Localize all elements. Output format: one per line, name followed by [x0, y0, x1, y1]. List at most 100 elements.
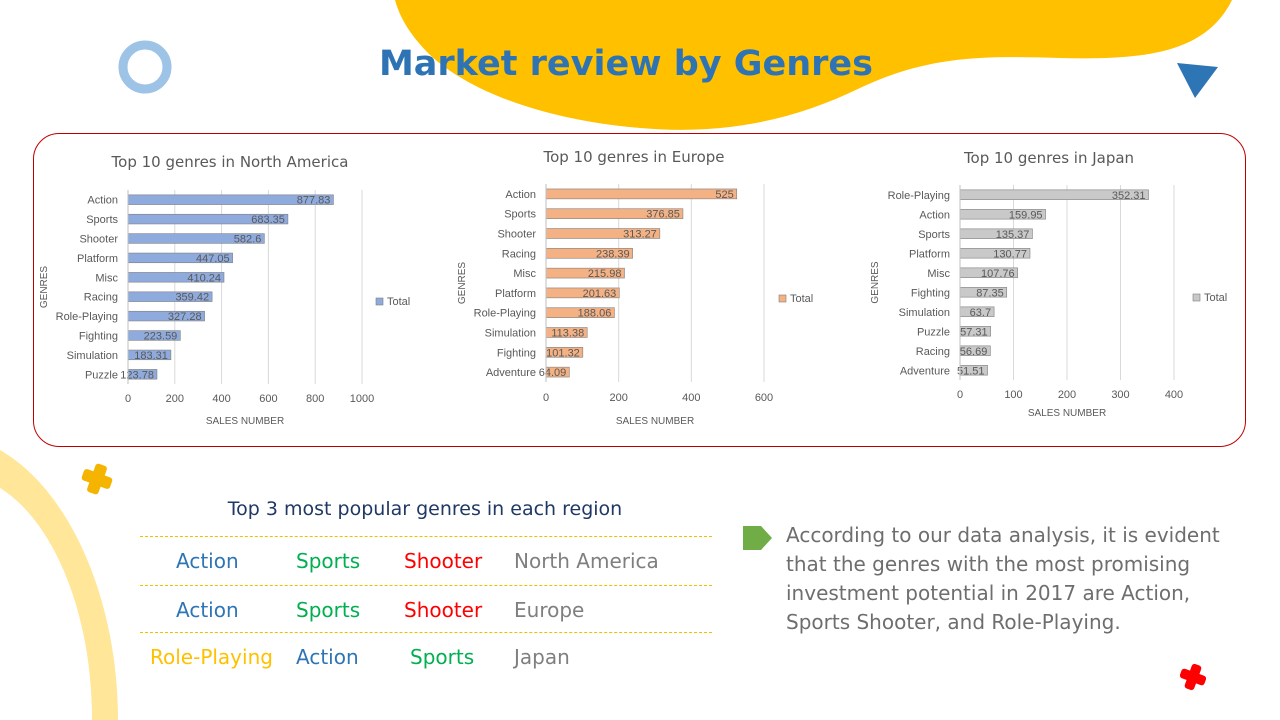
legend-swatch: [1192, 293, 1201, 302]
y-tick-label: Action: [919, 209, 950, 221]
region-name: Europe: [514, 598, 585, 622]
y-tick-label: Shooter: [497, 229, 536, 241]
data-label: 135.37: [996, 229, 1030, 241]
charts-frame: [33, 133, 1246, 447]
legend-label: Total: [387, 296, 410, 308]
genre-second: Action: [296, 645, 359, 669]
genre-first: Role-Playing: [150, 645, 273, 669]
y-tick-label: Platform: [909, 248, 950, 260]
data-label: 447.05: [196, 253, 230, 265]
data-label: 215.98: [588, 268, 622, 280]
circle-ring-icon: [118, 40, 172, 94]
genre-third: Shooter: [404, 598, 483, 622]
x-tick-label: 400: [1165, 389, 1183, 401]
y-tick-label: Platform: [495, 288, 536, 300]
charts-canvas: Top 10 genres in North America 0 200 400 600…: [39, 148, 1227, 427]
genre-third: Shooter: [404, 549, 483, 573]
x-tick-label: 0: [125, 393, 131, 405]
x-tick-label: 1000: [350, 393, 374, 405]
blue-triangle-icon: [1177, 63, 1218, 98]
chart-title: Top 10 genres in North America: [111, 153, 349, 171]
data-label: 64.09: [539, 367, 567, 379]
x-tick-label: 200: [609, 392, 627, 404]
data-label: 410.24: [187, 272, 221, 284]
red-cross-icon: [1179, 663, 1207, 691]
y-tick-label: Simulation: [67, 350, 118, 362]
yellow-blob-decoration: [395, 0, 1232, 130]
genre-first: Action: [176, 598, 239, 622]
y-tick-label: Fighting: [79, 331, 118, 343]
page-title: Market review by Genres: [378, 44, 874, 84]
y-tick-label: Misc: [927, 268, 950, 280]
y-tick-label: Action: [505, 189, 536, 201]
y-tick-label: Racing: [916, 346, 950, 358]
y-tick-label: Action: [87, 195, 118, 207]
data-label: 63.7: [970, 307, 991, 319]
x-tick-label: 200: [166, 393, 184, 405]
data-label: 327.28: [168, 311, 202, 323]
data-label: 359.42: [175, 292, 209, 304]
y-tick-label: Misc: [513, 268, 536, 280]
y-tick-label: Sports: [918, 229, 950, 241]
table-row: Role-Playing Action Sports Japan: [140, 632, 712, 679]
data-label: 56.69: [960, 346, 988, 358]
data-label: 525: [715, 189, 733, 201]
data-label: 201.63: [583, 288, 617, 300]
y-tick-label: Simulation: [899, 307, 950, 319]
x-axis-label: SALES NUMBER: [616, 416, 694, 427]
y-tick-label: Adventure: [900, 365, 950, 377]
green-arrow-icon: [743, 526, 772, 550]
x-tick-label: 600: [755, 392, 773, 404]
y-tick-label: Fighting: [911, 287, 950, 299]
table-row: Action Sports Shooter North America: [140, 536, 712, 583]
left-arc-decoration: [0, 450, 118, 720]
chart-title: Top 10 genres in Japan: [963, 149, 1134, 167]
y-tick-label: Shooter: [79, 234, 118, 246]
data-label: 877.83: [297, 195, 331, 207]
yellow-cross-icon: [81, 463, 113, 495]
y-tick-label: Sports: [504, 209, 536, 221]
y-axis-label: GENRES: [457, 262, 468, 305]
y-axis-label: GENRES: [870, 261, 881, 304]
y-tick-label: Simulation: [485, 328, 536, 340]
y-tick-label: Fighting: [497, 347, 536, 359]
bar: [545, 188, 738, 200]
data-label: 183.31: [134, 350, 168, 362]
y-tick-label: Role-Playing: [56, 311, 118, 323]
data-label: 107.76: [981, 268, 1015, 280]
genre-second: Sports: [296, 598, 361, 622]
x-tick-label: 0: [957, 389, 963, 401]
y-tick-label: Platform: [77, 253, 118, 265]
x-tick-label: 300: [1111, 389, 1129, 401]
data-label: 582.6: [234, 234, 262, 246]
data-label: 57.31: [960, 326, 988, 338]
genre-first: Action: [176, 549, 239, 573]
y-tick-label: Role-Playing: [888, 190, 950, 202]
top3-table-title: Top 3 most popular genres in each region: [227, 498, 623, 520]
x-tick-label: 0: [543, 392, 549, 404]
chart-title: Top 10 genres in Europe: [542, 148, 724, 166]
region-name: North America: [514, 549, 659, 573]
conclusion-text: According to our data analysis, it is ev…: [786, 523, 1220, 634]
y-tick-label: Role-Playing: [474, 308, 536, 320]
data-label: 238.39: [596, 248, 630, 260]
y-tick-label: Misc: [95, 272, 118, 284]
legend-label: Total: [790, 293, 813, 305]
x-tick-label: 800: [306, 393, 324, 405]
data-label: 188.06: [578, 308, 612, 320]
y-tick-label: Adventure: [486, 367, 536, 379]
data-label: 123.78: [120, 369, 154, 381]
data-label: 313.27: [623, 229, 657, 241]
y-tick-label: Racing: [502, 248, 536, 260]
legend-label: Total: [1204, 292, 1227, 304]
genre-third: Sports: [410, 645, 475, 669]
x-tick-label: 400: [682, 392, 700, 404]
data-label: 130.77: [993, 248, 1027, 260]
region-name: Japan: [514, 645, 570, 669]
table-row: Action Sports Shooter Europe: [140, 585, 712, 632]
x-tick-label: 200: [1058, 389, 1076, 401]
data-label: 223.59: [144, 331, 178, 343]
x-axis-label: SALES NUMBER: [206, 416, 284, 427]
y-tick-label: Racing: [84, 292, 118, 304]
y-tick-label: Puzzle: [917, 326, 950, 338]
